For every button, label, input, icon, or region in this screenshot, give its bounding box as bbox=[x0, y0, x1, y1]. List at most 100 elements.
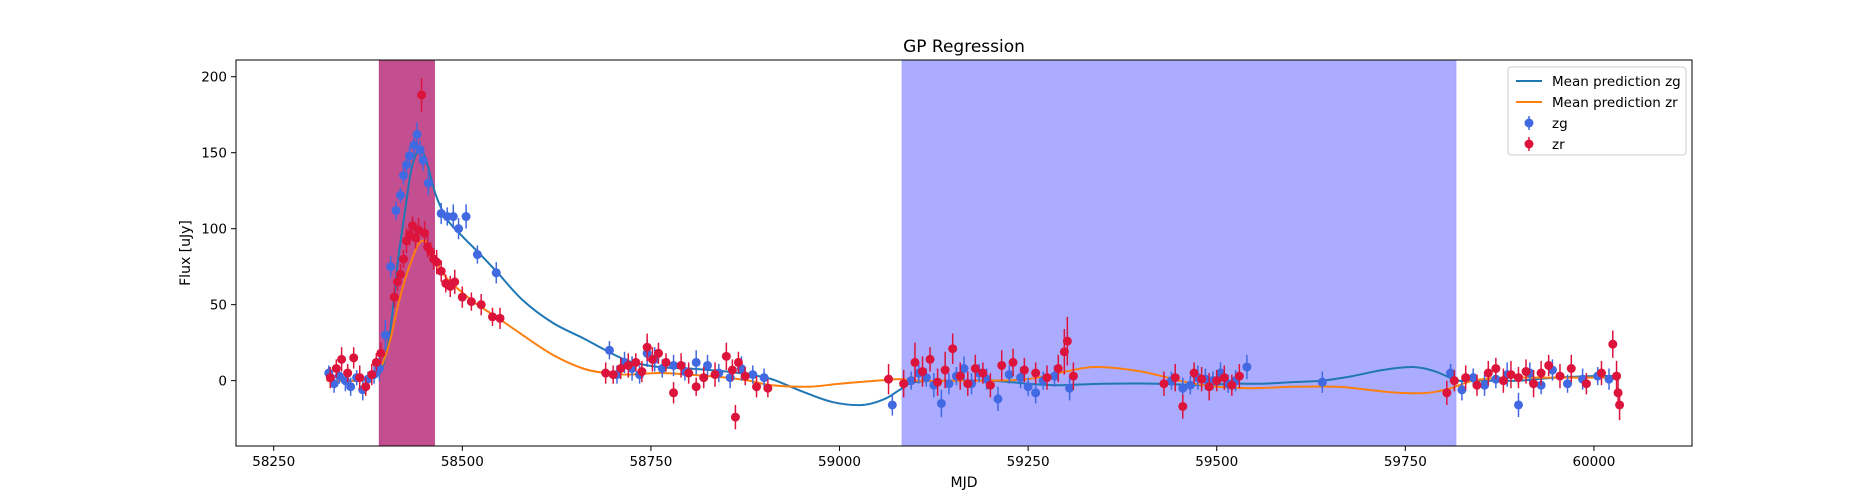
zg-point bbox=[454, 218, 464, 240]
zr-point bbox=[389, 286, 399, 308]
zg-point bbox=[461, 204, 471, 229]
zr-point bbox=[1053, 354, 1063, 383]
zr-point bbox=[763, 379, 773, 398]
zr-point bbox=[970, 354, 980, 383]
zr-point bbox=[1615, 389, 1625, 421]
zr-point bbox=[684, 362, 694, 384]
zr-point bbox=[1555, 363, 1565, 389]
zr-point bbox=[925, 347, 935, 372]
zg-point bbox=[1242, 354, 1252, 380]
zr-point bbox=[395, 263, 405, 285]
legend-label: Mean prediction zg bbox=[1552, 74, 1681, 90]
zg-point bbox=[887, 394, 897, 416]
zr-point bbox=[1204, 373, 1214, 401]
zr-point bbox=[948, 333, 958, 364]
zr-point bbox=[420, 221, 430, 246]
x-tick-label: 60000 bbox=[1572, 454, 1615, 470]
zg-point bbox=[1563, 374, 1573, 393]
zr-point bbox=[699, 366, 709, 389]
zg-point bbox=[418, 149, 428, 171]
zr-point bbox=[1170, 363, 1180, 392]
zr-point bbox=[1031, 362, 1041, 384]
legend-label: Mean prediction zr bbox=[1552, 95, 1678, 111]
zr-point bbox=[1596, 360, 1606, 386]
zr-point bbox=[963, 371, 973, 396]
zr-point bbox=[1521, 359, 1531, 384]
zr-point bbox=[730, 404, 740, 430]
x-tick-label: 58750 bbox=[629, 454, 672, 470]
x-tick-label: 59000 bbox=[818, 454, 861, 470]
zg-point bbox=[1004, 365, 1014, 384]
zr-point bbox=[1498, 368, 1508, 393]
zr-point bbox=[466, 292, 476, 311]
zr-point bbox=[1544, 354, 1554, 377]
zg-point bbox=[401, 157, 411, 173]
zr-point bbox=[1159, 371, 1169, 396]
zr-point bbox=[752, 376, 762, 398]
legend-box bbox=[1507, 66, 1687, 156]
zr-point bbox=[642, 333, 652, 361]
zr-point bbox=[1513, 366, 1523, 389]
x-tick-label: 59750 bbox=[1384, 454, 1427, 470]
zg-point bbox=[1065, 376, 1075, 401]
zr-point bbox=[361, 377, 371, 396]
zr-point bbox=[676, 353, 686, 378]
zr-point bbox=[1219, 365, 1229, 390]
zg-point bbox=[1317, 371, 1327, 393]
shaded-regions bbox=[378, 59, 1457, 447]
zr-point bbox=[601, 362, 611, 384]
zr-point bbox=[647, 347, 657, 372]
zr-point bbox=[940, 351, 950, 389]
zr-point bbox=[371, 353, 381, 372]
zr-point bbox=[343, 363, 353, 383]
zg-point bbox=[472, 245, 482, 264]
plot-frame bbox=[235, 59, 1693, 447]
x-axis-ticks: 58250 58500 58750 59000 59250 59500 59750 60000 bbox=[252, 446, 1615, 470]
x-tick-label: 59500 bbox=[1195, 454, 1238, 470]
zg-point bbox=[944, 373, 954, 395]
zr-point bbox=[331, 359, 341, 378]
zr-point bbox=[978, 362, 988, 384]
zg-point bbox=[423, 170, 433, 196]
zr-point bbox=[487, 307, 497, 326]
zg-point bbox=[395, 187, 405, 203]
zg-point bbox=[748, 365, 758, 384]
legend-marker-swatch bbox=[1524, 139, 1534, 149]
zr-point bbox=[918, 356, 928, 387]
zr-point bbox=[1178, 394, 1188, 419]
zg-point bbox=[759, 368, 769, 387]
x-axis-label: MJD bbox=[951, 475, 978, 491]
data-points bbox=[324, 78, 1625, 430]
chart-title: GP Regression bbox=[903, 37, 1025, 57]
zr-point bbox=[436, 260, 446, 282]
zr-point bbox=[1442, 380, 1452, 405]
zr-point bbox=[355, 365, 365, 390]
zg-point bbox=[703, 354, 713, 377]
y-tick-label: 150 bbox=[201, 146, 227, 162]
zr-point bbox=[721, 342, 731, 371]
legend-entry: Mean prediction zg bbox=[1516, 74, 1681, 90]
zg-point bbox=[415, 140, 425, 159]
legend: Mean prediction zg Mean prediction zr zg zr bbox=[1507, 66, 1687, 156]
zr-point bbox=[1566, 354, 1576, 383]
zg-point bbox=[380, 319, 390, 351]
zr-point bbox=[653, 342, 663, 364]
zr-point bbox=[661, 353, 671, 372]
zr-point bbox=[669, 382, 679, 404]
zg-point bbox=[386, 256, 396, 278]
legend-entry: Mean prediction zr bbox=[1516, 95, 1678, 111]
zr-point bbox=[997, 350, 1007, 381]
legend-entry: zr bbox=[1524, 137, 1565, 153]
zg-point bbox=[398, 166, 408, 185]
x-tick-label: 58250 bbox=[252, 454, 295, 470]
zr-point bbox=[910, 342, 920, 383]
zr-point bbox=[476, 294, 486, 316]
zr-point bbox=[733, 351, 743, 374]
zr-point bbox=[691, 377, 701, 396]
zg-point bbox=[346, 377, 356, 396]
y-axis-label: Flux [uJy] bbox=[178, 220, 194, 286]
zr-point bbox=[1008, 348, 1018, 377]
zg-point bbox=[993, 386, 1003, 412]
